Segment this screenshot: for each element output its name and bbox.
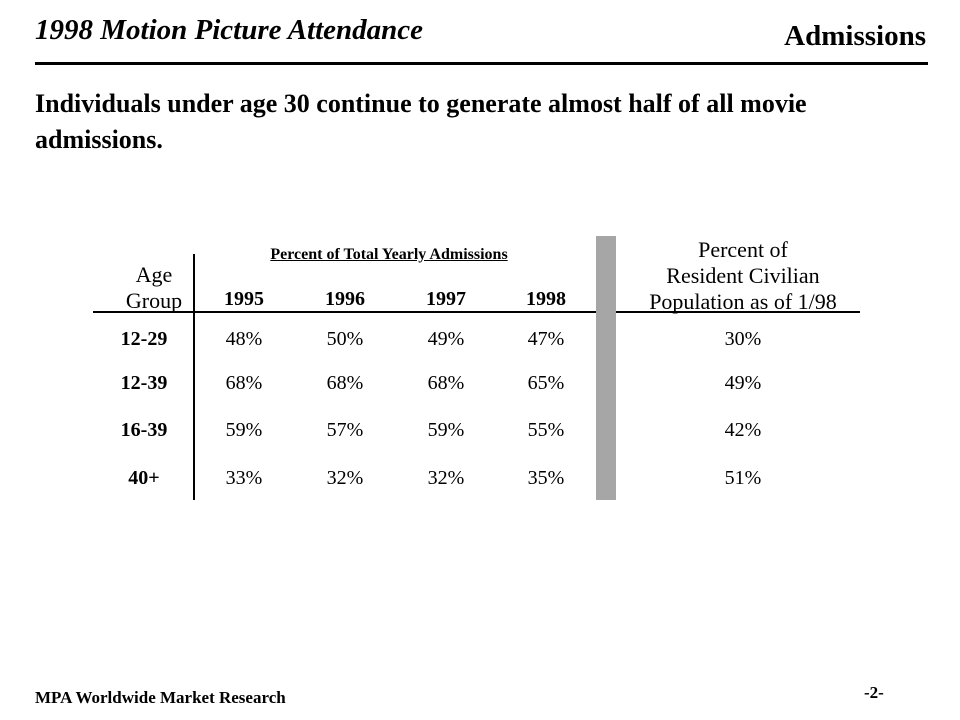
age-header-line1: Age <box>135 262 173 287</box>
table-cell: 47% <box>527 328 565 350</box>
year-header: 1995 <box>224 288 264 310</box>
table-cell: 32% <box>427 467 465 489</box>
population-header-line2: Resident Civilian <box>666 263 820 288</box>
table-cell: 65% <box>527 372 565 394</box>
table-cell: 55% <box>527 419 565 441</box>
headline: Individuals under age 30 continue to gen… <box>35 89 807 154</box>
section-title: Admissions <box>784 20 926 52</box>
table-cell: 50% <box>326 328 364 350</box>
population-cell: 30% <box>724 328 762 350</box>
population-header: Percent of Resident Civilian Population … <box>628 237 858 315</box>
row-label: 40+ <box>128 467 160 489</box>
header-underline-left <box>93 311 596 313</box>
table-cell: 68% <box>326 372 364 394</box>
year-header: 1996 <box>325 288 365 310</box>
row-label: 16-39 <box>120 419 168 441</box>
table-cell: 48% <box>225 328 263 350</box>
page-number: -2- <box>864 683 884 702</box>
page-title: 1998 Motion Picture Attendance <box>35 14 424 46</box>
column-separator-bar <box>596 236 616 500</box>
population-cell: 51% <box>724 467 762 489</box>
year-header: 1998 <box>526 288 566 310</box>
header-underline-right <box>616 311 860 313</box>
table-cell: 59% <box>427 419 465 441</box>
table-vertical-rule <box>193 254 195 500</box>
age-group-header: Age Group <box>100 262 208 314</box>
table-cell: 59% <box>225 419 263 441</box>
age-header-line2: Group <box>125 288 183 313</box>
table-cell: 32% <box>326 467 364 489</box>
table-cell: 68% <box>225 372 263 394</box>
footer-source: MPA Worldwide Market Research <box>35 688 286 707</box>
population-cell: 49% <box>724 372 762 394</box>
population-cell: 42% <box>724 419 762 441</box>
table-cell: 57% <box>326 419 364 441</box>
row-label: 12-29 <box>120 328 168 350</box>
table-caption: Percent of Total Yearly Admissions <box>270 246 508 263</box>
table-cell: 33% <box>225 467 263 489</box>
row-label: 12-39 <box>120 372 168 394</box>
table-cell: 68% <box>427 372 465 394</box>
table-cell: 49% <box>427 328 465 350</box>
population-header-line3: Population as of 1/98 <box>649 289 837 314</box>
table-cell: 35% <box>527 467 565 489</box>
year-header: 1997 <box>426 288 466 310</box>
population-header-line1: Percent of <box>698 237 788 262</box>
header-divider <box>35 62 928 65</box>
